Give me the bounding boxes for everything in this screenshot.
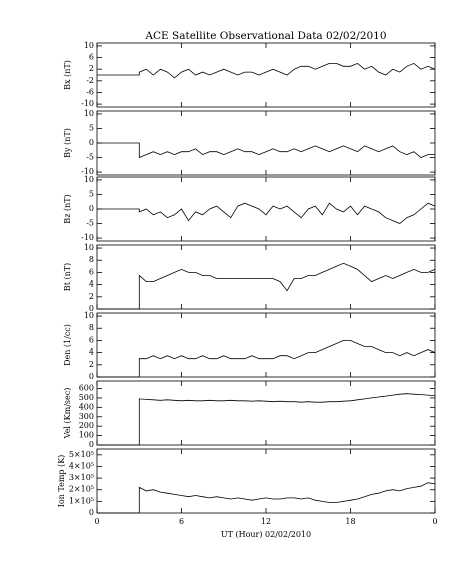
y-tick-label: 0 [89,204,94,213]
y-tick-label: 10 [84,41,94,50]
data-line [97,202,436,224]
y-tick-label: 6 [89,267,94,276]
chart-title: ACE Satellite Observational Data 02/02/2… [144,30,386,42]
y-tick-label: 600 [79,384,94,393]
x-tick-label: 0 [94,517,99,526]
y-tick-label: 100 [79,431,94,440]
x-axis-label: UT (Hour) 02/02/2010 [221,530,311,539]
y-tick-label: 10 [84,175,94,184]
y-tick-label: 6 [89,53,94,62]
data-line [97,62,436,79]
y-tick-label: 6 [89,335,94,344]
y-tick-label: 5×10⁵ [69,450,94,459]
y-tick-label: -10 [81,167,94,176]
x-tick-label: 0 [432,517,437,526]
y-tick-label: -10 [81,233,94,242]
x-tick-label: 6 [179,517,184,526]
x-tick-label: 18 [345,517,355,526]
y-tick-label: 4 [89,280,94,289]
y-tick-label: 500 [79,393,94,402]
y-tick-label: 4×10⁵ [69,461,94,470]
y-tick-label: -6 [86,87,94,96]
data-line [97,262,436,310]
y-tick-label: 8 [89,323,94,332]
y-tick-label: -10 [81,99,94,108]
y-axis-label: By (nT) [63,128,72,158]
y-tick-label: -5 [86,219,94,228]
y-axis-label: Den (1/cc) [63,324,72,366]
y-tick-label: 10 [84,109,94,118]
y-tick-label: 400 [79,402,94,411]
y-tick-label: 2 [89,292,94,301]
y-tick-label: 5 [89,123,94,132]
y-tick-label: 0 [89,372,94,381]
y-tick-label: -2 [86,76,94,85]
y-axis-label: Ion Temp (K) [57,455,66,508]
y-tick-label: 5 [89,189,94,198]
data-line [97,340,436,378]
y-tick-label: 0 [89,508,94,517]
y-tick-label: 2×10⁵ [69,485,94,494]
y-tick-label: 0 [89,138,94,147]
y-tick-label: 2 [89,360,94,369]
y-tick-label: 0 [89,440,94,449]
y-axis-label: Bz (nT) [63,194,72,223]
y-tick-label: 200 [79,421,94,430]
y-tick-label: 10 [84,311,94,320]
y-tick-label: 300 [79,412,94,421]
y-tick-label: 1×10⁵ [69,496,94,505]
y-tick-label: 10 [84,243,94,252]
y-axis-label: Bt (nT) [63,263,72,291]
data-line [97,142,435,159]
x-tick-label: 12 [261,517,271,526]
y-tick-label: 3×10⁵ [69,473,94,482]
y-axis-label: Bx (nT) [63,60,72,90]
y-tick-label: 8 [89,255,94,264]
y-tick-label: 0 [89,304,94,313]
y-tick-label: 4 [89,348,94,357]
data-line [97,482,436,514]
y-tick-label: 2 [89,64,94,73]
y-axis-label: Vel (Km/sec) [63,388,72,440]
data-line [97,393,436,446]
y-tick-label: -5 [86,153,94,162]
